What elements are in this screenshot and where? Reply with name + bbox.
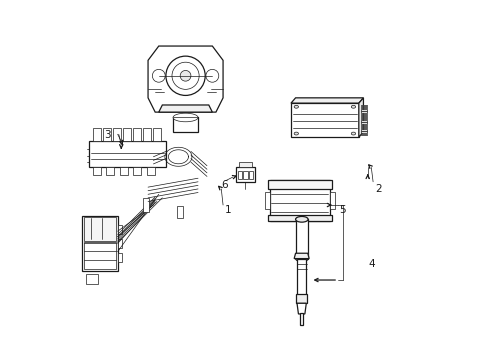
Text: 2: 2 (374, 184, 381, 194)
Bar (360, 122, 366, 124)
Bar (89, 141, 165, 167)
Bar (360, 107, 366, 108)
Bar (360, 116, 366, 117)
Bar (235, 167, 255, 182)
Ellipse shape (295, 256, 307, 261)
Bar (237, 171, 242, 179)
Bar (296, 258, 305, 296)
Ellipse shape (350, 132, 355, 135)
Bar (360, 114, 366, 115)
Bar (360, 120, 366, 122)
Bar (360, 127, 366, 129)
Bar (267, 180, 331, 189)
Bar (360, 111, 366, 113)
Bar (132, 128, 140, 141)
Bar (118, 239, 122, 248)
Bar (173, 117, 198, 132)
Bar (93, 128, 101, 141)
Polygon shape (159, 105, 212, 112)
Bar (360, 131, 366, 133)
Ellipse shape (295, 216, 307, 222)
Polygon shape (239, 162, 251, 167)
Bar (93, 167, 101, 175)
Bar (118, 253, 122, 262)
Bar (85, 274, 98, 284)
Polygon shape (358, 98, 363, 137)
Ellipse shape (172, 62, 199, 89)
Ellipse shape (165, 56, 205, 95)
Bar (106, 167, 114, 175)
Bar (176, 206, 183, 217)
Ellipse shape (350, 105, 355, 108)
Text: 4: 4 (367, 259, 374, 269)
Bar (360, 129, 366, 131)
Ellipse shape (152, 69, 165, 82)
Polygon shape (290, 103, 358, 137)
Bar (295, 219, 307, 258)
Bar (83, 217, 116, 240)
Ellipse shape (294, 105, 298, 108)
Bar (152, 128, 160, 141)
Bar (300, 313, 303, 325)
Bar (248, 171, 253, 179)
Text: 3: 3 (103, 130, 110, 140)
Bar (360, 125, 366, 126)
Polygon shape (290, 98, 363, 103)
Bar (295, 294, 307, 303)
Bar (142, 198, 149, 212)
Bar (329, 192, 334, 209)
Bar (83, 242, 116, 269)
Bar (267, 215, 331, 221)
Bar (360, 134, 366, 135)
Bar (243, 171, 247, 179)
Text: 1: 1 (224, 205, 231, 215)
Bar (118, 225, 122, 234)
Ellipse shape (173, 113, 198, 122)
Polygon shape (294, 253, 308, 258)
Bar (133, 167, 141, 175)
Polygon shape (82, 216, 118, 271)
Bar (360, 118, 366, 120)
Bar (269, 180, 329, 221)
Ellipse shape (294, 132, 298, 135)
Polygon shape (296, 303, 305, 314)
Bar (112, 128, 121, 141)
Bar (102, 128, 110, 141)
Bar (147, 167, 155, 175)
Ellipse shape (180, 71, 190, 81)
Text: 6: 6 (221, 180, 228, 190)
Bar (122, 128, 130, 141)
Bar (120, 167, 127, 175)
Bar (264, 192, 269, 209)
Polygon shape (148, 46, 223, 112)
Bar (142, 128, 150, 141)
Ellipse shape (205, 69, 218, 82)
Text: 5: 5 (339, 205, 346, 215)
Bar (360, 105, 366, 106)
Bar (360, 109, 366, 111)
